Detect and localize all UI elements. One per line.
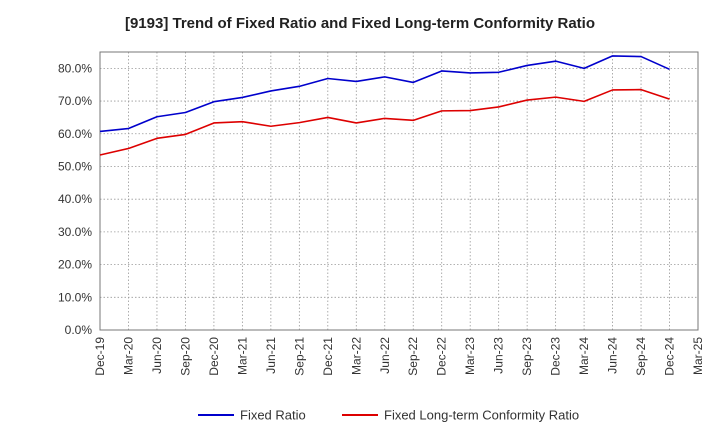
y-tick-label: 70.0% bbox=[58, 94, 92, 108]
x-tick-label: Sep-21 bbox=[292, 337, 306, 376]
grid bbox=[100, 52, 698, 330]
x-tick-label: Jun-23 bbox=[492, 337, 506, 374]
y-tick-label: 0.0% bbox=[65, 323, 93, 337]
x-tick-label: Dec-23 bbox=[549, 337, 563, 376]
series-lines bbox=[99, 55, 670, 156]
x-tick-label: Mar-24 bbox=[577, 337, 591, 375]
y-tick-label: 80.0% bbox=[58, 61, 92, 75]
x-tick-label: Mar-22 bbox=[349, 337, 363, 375]
y-tick-label: 60.0% bbox=[58, 127, 92, 141]
x-tick-label: Mar-20 bbox=[121, 337, 135, 375]
x-tick-label: Sep-20 bbox=[178, 337, 192, 376]
x-tick-label: Jun-22 bbox=[378, 337, 392, 374]
series-line-2 bbox=[99, 88, 670, 156]
y-axis: 0.0% 10.0% 20.0% 30.0% 40.0% 50.0% 60.0% 70.0% 8… bbox=[58, 61, 92, 337]
legend-label: Fixed Long-term Conformity Ratio bbox=[384, 408, 579, 423]
chart-title: [9193] Trend of Fixed Ratio and Fixed Lo… bbox=[125, 15, 595, 32]
y-tick-label: 10.0% bbox=[58, 290, 92, 304]
x-tick-label: Dec-21 bbox=[321, 337, 335, 376]
x-tick-label: Dec-19 bbox=[93, 337, 107, 376]
x-tick-label: Jun-24 bbox=[606, 337, 620, 374]
x-tick-label: Mar-21 bbox=[235, 337, 249, 375]
x-tick-label: Sep-23 bbox=[520, 337, 534, 376]
x-axis: Dec-19 Mar-20 Jun-20 Sep-20 Dec-20 Mar-21 Jun-… bbox=[93, 337, 705, 376]
y-tick-label: 30.0% bbox=[58, 225, 92, 239]
y-tick-label: 40.0% bbox=[58, 192, 92, 206]
legend: Fixed Ratio Fixed Long-term Conformity Ra… bbox=[198, 408, 579, 423]
legend-label: Fixed Ratio bbox=[240, 408, 306, 423]
x-tick-label: Dec-20 bbox=[207, 337, 221, 376]
series-line-1 bbox=[99, 55, 670, 133]
y-tick-label: 20.0% bbox=[58, 258, 92, 272]
x-tick-label: Sep-22 bbox=[406, 337, 420, 376]
x-tick-label: Jun-20 bbox=[150, 337, 164, 374]
x-tick-label: Mar-23 bbox=[463, 337, 477, 375]
plot-area bbox=[99, 51, 699, 331]
x-tick-label: Jun-21 bbox=[264, 337, 278, 374]
x-tick-label: Mar-25 bbox=[691, 337, 705, 375]
x-tick-label: Dec-24 bbox=[663, 337, 677, 376]
x-tick-label: Dec-22 bbox=[435, 337, 449, 376]
x-tick-label: Sep-24 bbox=[634, 337, 648, 376]
y-tick-label: 50.0% bbox=[58, 159, 92, 173]
